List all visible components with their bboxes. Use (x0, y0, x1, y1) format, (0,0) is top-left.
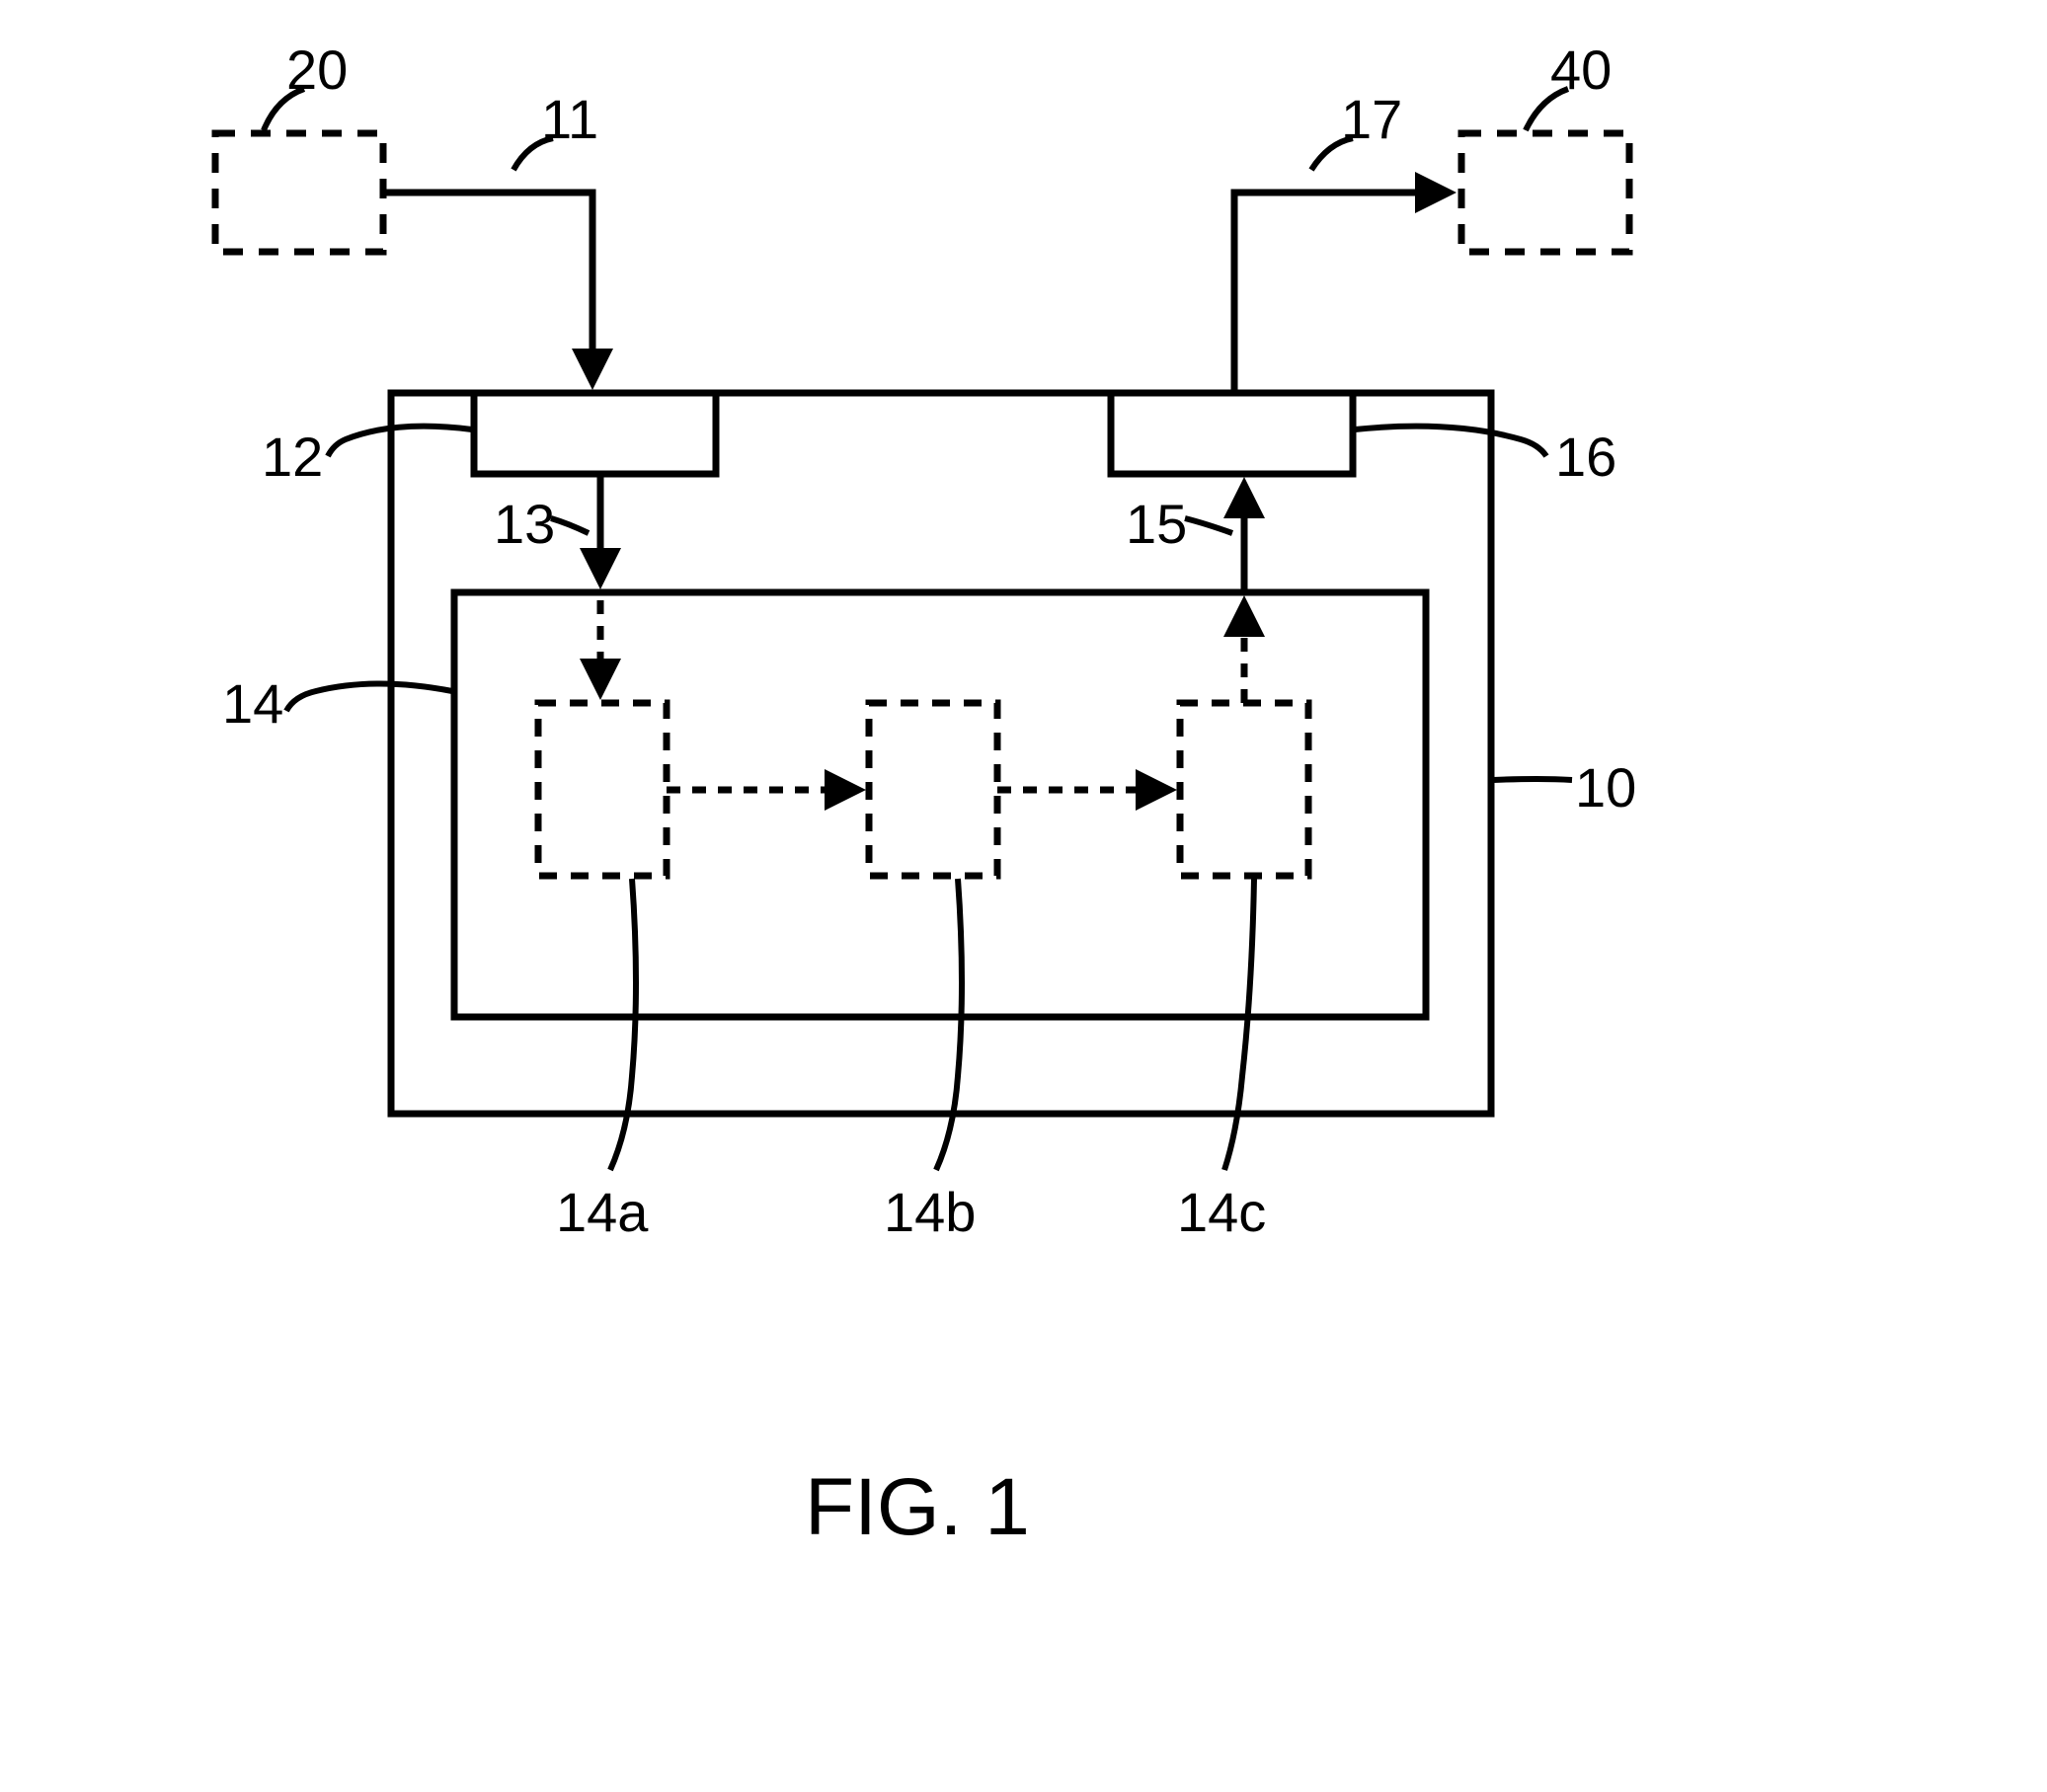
label-16: 16 (1555, 425, 1616, 489)
arrow-11 (383, 193, 592, 383)
leader-14 (286, 684, 452, 712)
leader-14a (610, 879, 636, 1170)
label-10: 10 (1575, 755, 1636, 819)
leader-15 (1185, 518, 1232, 533)
label-40: 40 (1550, 38, 1612, 102)
label-14a: 14a (556, 1180, 648, 1244)
leader-16 (1355, 427, 1546, 456)
arrow-17 (1234, 193, 1450, 393)
label-20: 20 (286, 38, 348, 102)
label-14b: 14b (884, 1180, 976, 1244)
leader-12 (328, 427, 472, 456)
leader-10 (1493, 779, 1572, 780)
box-14b (869, 703, 997, 876)
label-17: 17 (1341, 87, 1402, 151)
leader-13 (551, 518, 589, 533)
figure-caption: FIG. 1 (805, 1461, 1030, 1554)
box-20 (215, 133, 383, 252)
label-15: 15 (1126, 492, 1187, 556)
leader-14b (936, 879, 962, 1170)
box-14a (538, 703, 667, 876)
label-14c: 14c (1177, 1180, 1266, 1244)
box-10 (391, 393, 1491, 1114)
box-40 (1461, 133, 1629, 252)
diagram-container: 20 11 17 40 12 16 13 15 14 10 14a 14b 14… (0, 0, 2047, 1792)
box-14c (1180, 703, 1308, 876)
label-14: 14 (222, 671, 283, 736)
label-13: 13 (494, 492, 555, 556)
label-12: 12 (262, 425, 323, 489)
leader-14c (1224, 879, 1254, 1170)
box-12 (474, 393, 716, 474)
label-11: 11 (541, 87, 598, 151)
box-16 (1111, 393, 1353, 474)
